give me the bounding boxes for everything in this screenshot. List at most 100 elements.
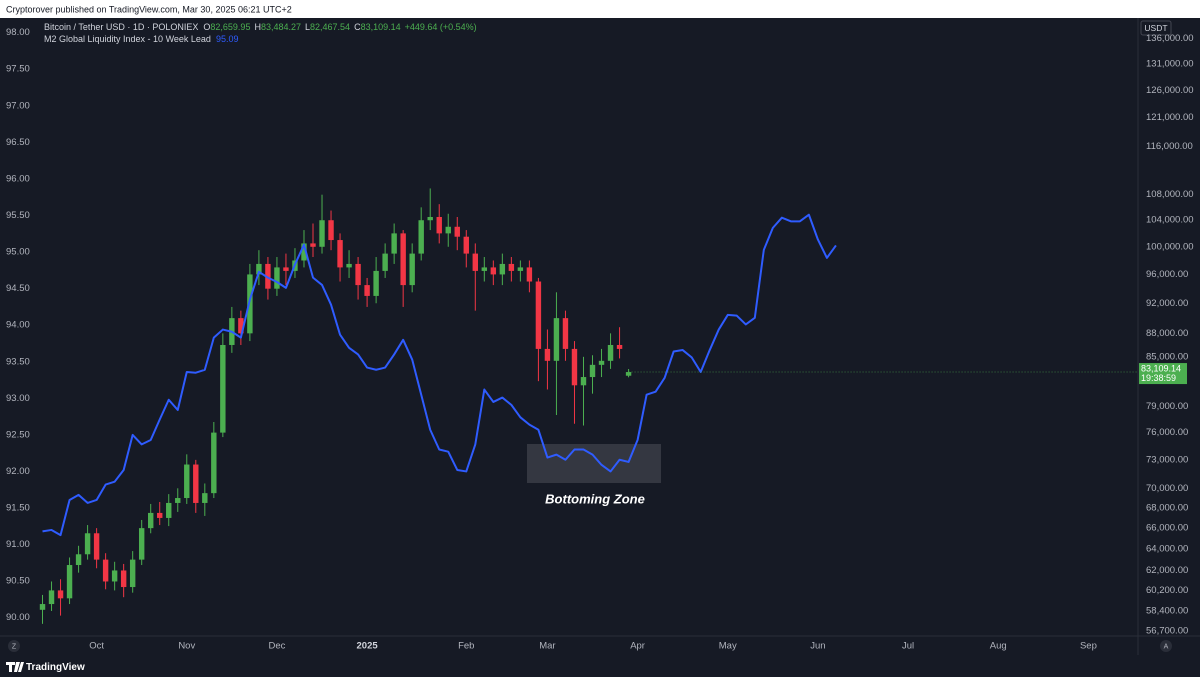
footer-bar (0, 655, 1200, 677)
candle-body (409, 253, 415, 286)
y2-tick-label: 68,000.00 (1146, 502, 1188, 513)
candle-body (571, 348, 578, 386)
legend-btc: Bitcoin / Tether USD · 1D · POLONIEX O82,… (44, 22, 477, 32)
candle-body (211, 432, 217, 494)
y2-tick-label: 126,000.00 (1146, 85, 1194, 96)
candle-body (373, 270, 379, 296)
y-tick-label: 98.00 (6, 27, 30, 38)
y-tick-label: 96.00 (6, 173, 30, 184)
x-tick-label: Jul (902, 641, 914, 652)
price-label-time: 19:38:59 (1141, 373, 1176, 383)
y2-tick-label: 100,000.00 (1146, 241, 1194, 252)
x-tick-label: Jun (810, 641, 825, 652)
candle-body (472, 253, 478, 271)
y2-tick-label: 121,000.00 (1146, 112, 1194, 123)
y-tick-label: 94.50 (6, 283, 30, 294)
candle-body (436, 216, 442, 234)
legend-o-value: 82,659.95 (210, 22, 250, 32)
annotation: Bottoming Zone (545, 491, 645, 506)
candle-body (337, 240, 343, 268)
y2-tick-label: 96,000.00 (1146, 269, 1188, 280)
currency[interactable]: USDT (1144, 23, 1167, 33)
candle-body (102, 559, 109, 582)
y-tick-label: 92.50 (6, 429, 30, 440)
candle-body (75, 554, 82, 566)
candle-body (120, 570, 127, 588)
legend-c-value: 83,109.14 (361, 22, 401, 32)
y2-tick-label: 104,000.00 (1146, 215, 1194, 226)
candle-body (157, 512, 163, 518)
y2-tick-label: 136,000.00 (1146, 33, 1194, 44)
x-tick-label: Oct (89, 641, 104, 652)
candle-body (301, 243, 307, 261)
auto-button-label[interactable]: A (1164, 643, 1169, 650)
y-tick-label: 93.50 (6, 356, 30, 367)
legend-symbol: Bitcoin / Tether USD · 1D · POLONIEX (44, 22, 198, 32)
y2-tick-label: 66,000.00 (1146, 523, 1188, 534)
candle-body (48, 590, 55, 605)
x-tick-label: Mar (539, 641, 555, 652)
zoom-button[interactable] (8, 640, 20, 652)
legend-h-value: 83,484.27 (261, 22, 301, 32)
legend-l-key: L (305, 22, 310, 32)
candle-body (589, 364, 596, 378)
candle-body (39, 604, 46, 610)
candle-body (544, 348, 551, 361)
candle-body (138, 528, 145, 560)
legend-h-key: H (254, 22, 261, 32)
attribution: Cryptorover published on TradingView.com… (6, 4, 292, 14)
candle-body (463, 236, 469, 254)
y2-tick-label: 58,400.00 (1146, 605, 1188, 616)
candle-body (526, 267, 533, 282)
y2-tick-label: 70,000.00 (1146, 483, 1188, 494)
x-tick-label: Nov (178, 641, 195, 652)
candle-body (382, 253, 388, 271)
y-tick-label: 95.00 (6, 247, 30, 258)
y-tick-label: 94.00 (6, 320, 30, 331)
candle-body (283, 267, 289, 271)
y-tick-label: 91.50 (6, 503, 30, 514)
legend-o-key: O (203, 22, 210, 32)
y-tick-label: 90.00 (6, 612, 30, 623)
candle-body (481, 267, 488, 271)
candle-body (454, 226, 460, 237)
candle-body (84, 533, 91, 555)
y-tick-label: 93.00 (6, 393, 30, 404)
candle-body (490, 267, 497, 275)
x-tick-label: May (719, 641, 737, 652)
y-tick-label: 96.50 (6, 137, 30, 148)
auto-button[interactable] (1160, 640, 1172, 652)
x-tick-label: Feb (458, 641, 474, 652)
y2-tick-label: 88,000.00 (1146, 328, 1188, 339)
y-tick-label: 97.50 (6, 64, 30, 75)
bottoming-zone-box (527, 444, 661, 483)
candle-body (418, 220, 424, 254)
candle-body (553, 318, 560, 361)
candle-body (238, 318, 244, 334)
candle-body (193, 464, 199, 503)
y2-tick-label: 79,000.00 (1146, 401, 1188, 412)
y2-tick-label: 56,700.00 (1146, 625, 1188, 636)
x-tick-label: Aug (990, 641, 1007, 652)
legend-l-value: 82,467.54 (310, 22, 350, 32)
y2-tick-label: 108,000.00 (1146, 189, 1194, 200)
candle-body (391, 233, 397, 254)
candle-body (427, 216, 433, 221)
currency-badge[interactable] (1140, 20, 1172, 36)
x-tick-label: 2025 (357, 641, 379, 652)
y-tick-label: 92.00 (6, 466, 30, 477)
candle-body (625, 372, 632, 376)
candle-body (616, 344, 623, 349)
candle-body (607, 344, 614, 361)
zoom-button-label[interactable]: Z (12, 643, 17, 650)
candle-body (93, 533, 100, 560)
candle-body (220, 344, 226, 433)
y-tick-label: 91.00 (6, 539, 30, 550)
y-tick-label: 97.00 (6, 100, 30, 111)
y-tick-label: 90.50 (6, 576, 30, 587)
candle-body (346, 263, 352, 268)
candle-body (517, 267, 524, 271)
candle-body (265, 263, 271, 289)
candle-body (129, 559, 136, 588)
